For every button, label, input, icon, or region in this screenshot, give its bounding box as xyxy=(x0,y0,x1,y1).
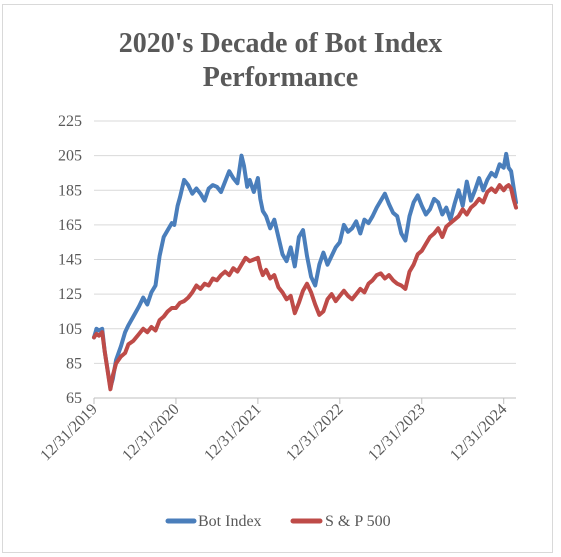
gridlines xyxy=(94,120,516,364)
legend: Bot Index S & P 500 xyxy=(165,513,391,530)
y-tick-label: 205 xyxy=(58,148,82,165)
y-tick-label: 105 xyxy=(58,321,82,338)
series-line-bot-index xyxy=(92,151,518,390)
x-tick-label: 12/31/2019 xyxy=(37,401,101,465)
chart-title-line2: Performance xyxy=(202,62,359,93)
x-tick-label: 12/31/2022 xyxy=(283,401,347,465)
series-line-sp500 xyxy=(92,183,518,392)
y-tick-label: 185 xyxy=(58,182,82,199)
series-lines xyxy=(92,151,518,392)
y-tick-label: 145 xyxy=(58,252,82,269)
x-tick-label: 12/31/2024 xyxy=(447,401,511,465)
x-tick-label: 12/31/2023 xyxy=(365,401,429,465)
x-tick-label: 12/31/2021 xyxy=(201,401,265,465)
y-tick-label: 85 xyxy=(66,355,82,372)
legend-label-bot-index: Bot Index xyxy=(198,513,262,530)
x-axis: 12/31/2019 12/31/2020 12/31/2021 12/31/2022… xyxy=(37,397,516,465)
y-tick-label: 65 xyxy=(66,390,82,407)
y-tick-label: 125 xyxy=(58,286,82,303)
chart-title: 2020's Decade of Bot Index xyxy=(118,28,443,59)
x-tick-label: 12/31/2020 xyxy=(119,401,183,465)
y-tick-label: 225 xyxy=(58,113,82,130)
y-axis: 65 85 105 125 145 165 185 205 225 xyxy=(58,113,82,407)
legend-label-sp500: S & P 500 xyxy=(325,513,391,530)
y-tick-label: 165 xyxy=(58,217,82,234)
